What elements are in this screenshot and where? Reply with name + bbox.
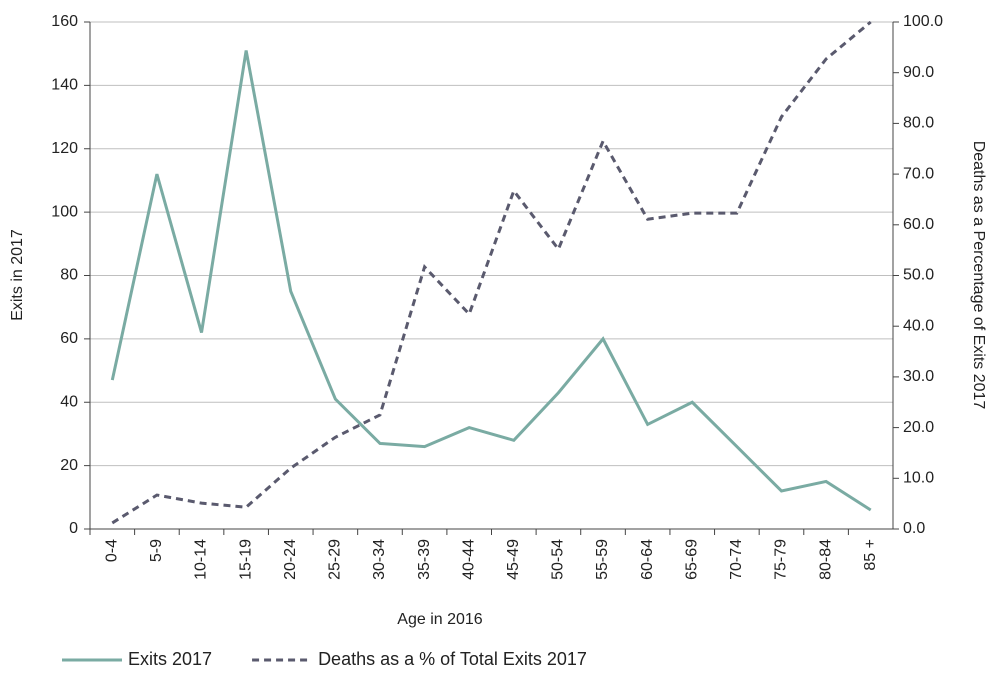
x-tick-label: 35-39 <box>416 539 433 580</box>
y-tick-label: 0 <box>69 520 78 537</box>
y2-axis-title: Deaths as a Percentage of Exits 2017 <box>970 141 987 410</box>
x-tick-label: 70-74 <box>728 539 745 580</box>
x-tick-label: 0-4 <box>104 539 121 562</box>
y2-tick-label: 80.0 <box>903 115 934 132</box>
x-tick-label: 5-9 <box>148 539 165 562</box>
x-tick-label: 20-24 <box>282 539 299 580</box>
x-tick-label: 30-34 <box>371 539 388 580</box>
y-tick-label: 80 <box>60 267 78 284</box>
x-tick-label: 10-14 <box>193 539 210 580</box>
y2-tick-label: 50.0 <box>903 267 934 284</box>
x-tick-label: 80-84 <box>817 539 834 580</box>
y2-tick-label: 90.0 <box>903 64 934 81</box>
y2-tick-label: 60.0 <box>903 216 934 233</box>
line-series <box>110 50 872 512</box>
y2-tick-label: 70.0 <box>903 165 934 182</box>
y-tick-label: 140 <box>51 77 78 94</box>
y-tick-label: 120 <box>51 140 78 157</box>
x-tick-label: 60-64 <box>639 539 656 580</box>
y2-tick-label: 0.0 <box>903 520 925 537</box>
x-tick-label: 40-44 <box>460 539 477 580</box>
x-tick-label: 75-79 <box>773 539 790 580</box>
y-axis-title: Exits in 2017 <box>9 229 26 321</box>
y2-tick-label: 30.0 <box>903 368 934 385</box>
y2-tick-label: 20.0 <box>903 419 934 436</box>
y-tick-label: 20 <box>60 457 78 474</box>
y-tick-label: 40 <box>60 393 78 410</box>
x-tick-label: 85 + <box>862 539 879 571</box>
x-tick-label: 50-54 <box>550 539 567 580</box>
y2-tick-label: 40.0 <box>903 317 934 334</box>
x-tick-label: 65-69 <box>683 539 700 580</box>
y-tick-label: 60 <box>60 330 78 347</box>
y2-tick-label: 10.0 <box>903 470 934 487</box>
y-tick-label: 160 <box>51 13 78 30</box>
legend-label: Deaths as a % of Total Exits 2017 <box>318 649 587 669</box>
y-tick-label: 100 <box>51 203 78 220</box>
x-tick-label: 15-19 <box>237 539 254 580</box>
x-tick-label: 55-59 <box>594 539 611 580</box>
x-tick-label: 25-29 <box>327 539 344 580</box>
line-series <box>111 20 872 525</box>
x-tick-label: 45-49 <box>505 539 522 580</box>
x-axis-title: Age in 2016 <box>397 611 483 628</box>
legend-label: Exits 2017 <box>128 649 212 669</box>
y2-tick-label: 100.0 <box>903 13 943 30</box>
